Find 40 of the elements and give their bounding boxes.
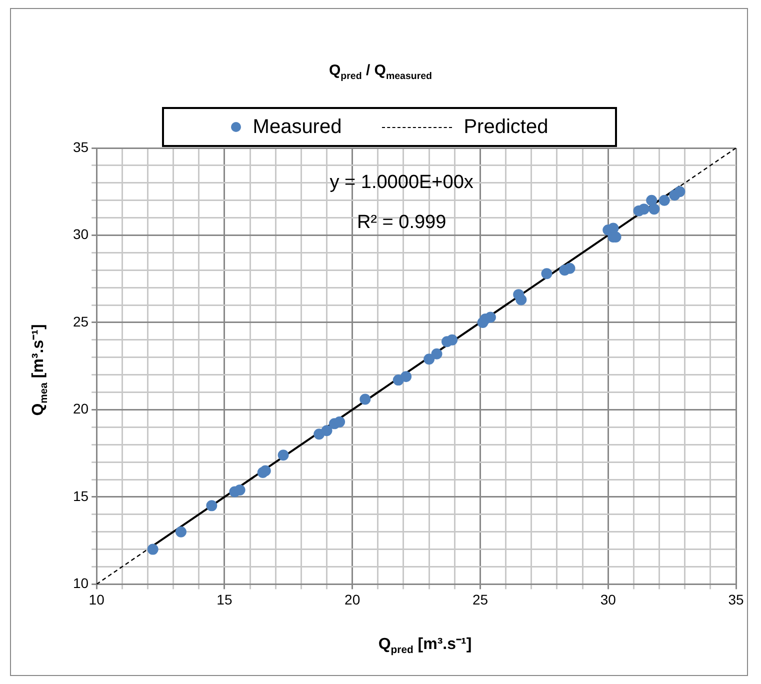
y-tick-label: 30 — [72, 226, 89, 242]
point — [446, 334, 458, 346]
x-tick-label: 35 — [728, 591, 744, 608]
legend-label: Predicted — [464, 116, 548, 138]
chart-title: Q$_{pred}$ / Q$_{measured}$ — [328, 62, 434, 82]
annotation: y = 1.0000E+00x — [330, 172, 474, 193]
point — [334, 416, 346, 428]
y-tick-label: 15 — [72, 488, 89, 504]
point — [646, 194, 658, 206]
point — [484, 312, 496, 323]
point — [658, 194, 670, 206]
y-tick-label: 35 — [72, 138, 89, 155]
point — [516, 294, 527, 306]
point — [564, 262, 576, 274]
point — [234, 484, 246, 496]
annotation: R² = 0.999 — [356, 212, 446, 233]
x-tick-label: 15 — [216, 591, 232, 608]
x-tick-label: 30 — [600, 591, 616, 608]
x-tick-label: 20 — [344, 591, 360, 608]
y-tick-label: 20 — [72, 400, 89, 417]
point — [674, 186, 686, 198]
point — [431, 348, 442, 360]
y-tick-label: 25 — [72, 313, 89, 330]
point — [541, 268, 552, 280]
point — [206, 500, 218, 512]
point — [360, 394, 371, 405]
y-tick-label: 10 — [72, 575, 89, 592]
x-axis-title: Q$_{pred}$ [m³.s⁻¹] — [377, 635, 473, 656]
point — [638, 204, 650, 215]
point — [400, 371, 412, 382]
x-tick-label: 25 — [472, 591, 488, 608]
legend-label: Measured — [252, 116, 342, 138]
point — [260, 465, 271, 476]
point — [147, 544, 158, 555]
point — [321, 425, 332, 436]
point — [424, 354, 435, 365]
x-tick-label: 10 — [88, 591, 105, 608]
point — [648, 204, 660, 215]
point — [175, 526, 186, 538]
point — [278, 450, 289, 461]
